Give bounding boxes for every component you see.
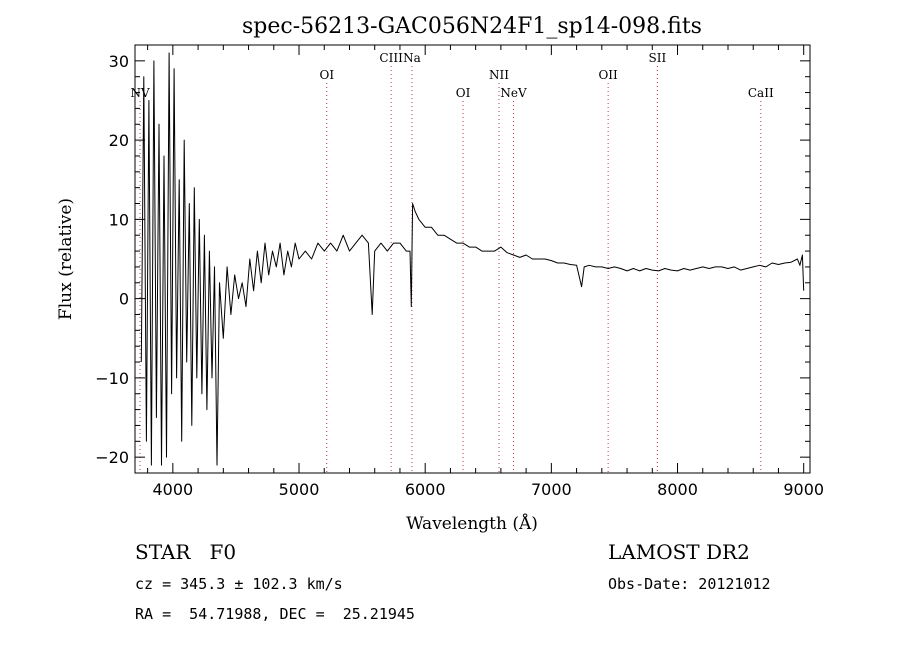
x-tick-label: 7000 [531, 480, 572, 499]
emission-line-label: NII [489, 68, 509, 82]
emission-line-markers [139, 66, 762, 473]
y-tick-label: −20 [95, 448, 129, 467]
y-axis-ticks: −20 −10 0 10 20 30 [95, 52, 810, 467]
y-axis-label: Flux (relative) [56, 198, 76, 320]
y-tick-label: 10 [109, 210, 129, 229]
x-axis-label: Wavelength (Å) [406, 513, 538, 534]
emission-line-label: NeV [500, 86, 527, 100]
flux-series [140, 52, 805, 466]
x-tick-label: 6000 [405, 480, 446, 499]
obs-date: Obs-Date: 20121012 [608, 575, 771, 593]
coordinates: RA = 54.71988, DEC = 25.21945 [135, 605, 415, 623]
y-tick-label: −10 [95, 369, 129, 388]
emission-line-label: NV [130, 86, 150, 100]
object-class: STAR F0 [135, 540, 237, 564]
flux-line [140, 52, 805, 466]
x-tick-label: 9000 [783, 480, 824, 499]
emission-line-label: SII [648, 51, 666, 65]
redshift-text: cz = 345.3 ± 102.3 km/s [135, 575, 343, 593]
emission-line-label: CIII [379, 51, 403, 65]
y-tick-label: 20 [109, 131, 129, 150]
x-tick-label: 5000 [279, 480, 320, 499]
emission-line-label: CaII [748, 86, 774, 100]
survey-name: LAMOST DR2 [608, 540, 750, 564]
emission-line-label: Na [403, 51, 421, 65]
x-tick-label: 8000 [657, 480, 698, 499]
emission-line-label: OI [456, 86, 471, 100]
x-tick-label: 4000 [152, 480, 193, 499]
emission-line-label: OII [598, 68, 618, 82]
x-axis-ticks: 4000 5000 6000 7000 8000 9000 [147, 45, 824, 499]
emission-line-label: OI [319, 68, 334, 82]
y-tick-label: 0 [119, 290, 129, 309]
plot-frame [134, 44, 811, 474]
chart-title: spec-56213-GAC056N24F1_sp14-098.fits [242, 14, 702, 39]
y-tick-label: 30 [109, 52, 129, 71]
emission-line-labels: NV OI CIII Na OI NII NeV OII SII CaII [130, 51, 773, 100]
